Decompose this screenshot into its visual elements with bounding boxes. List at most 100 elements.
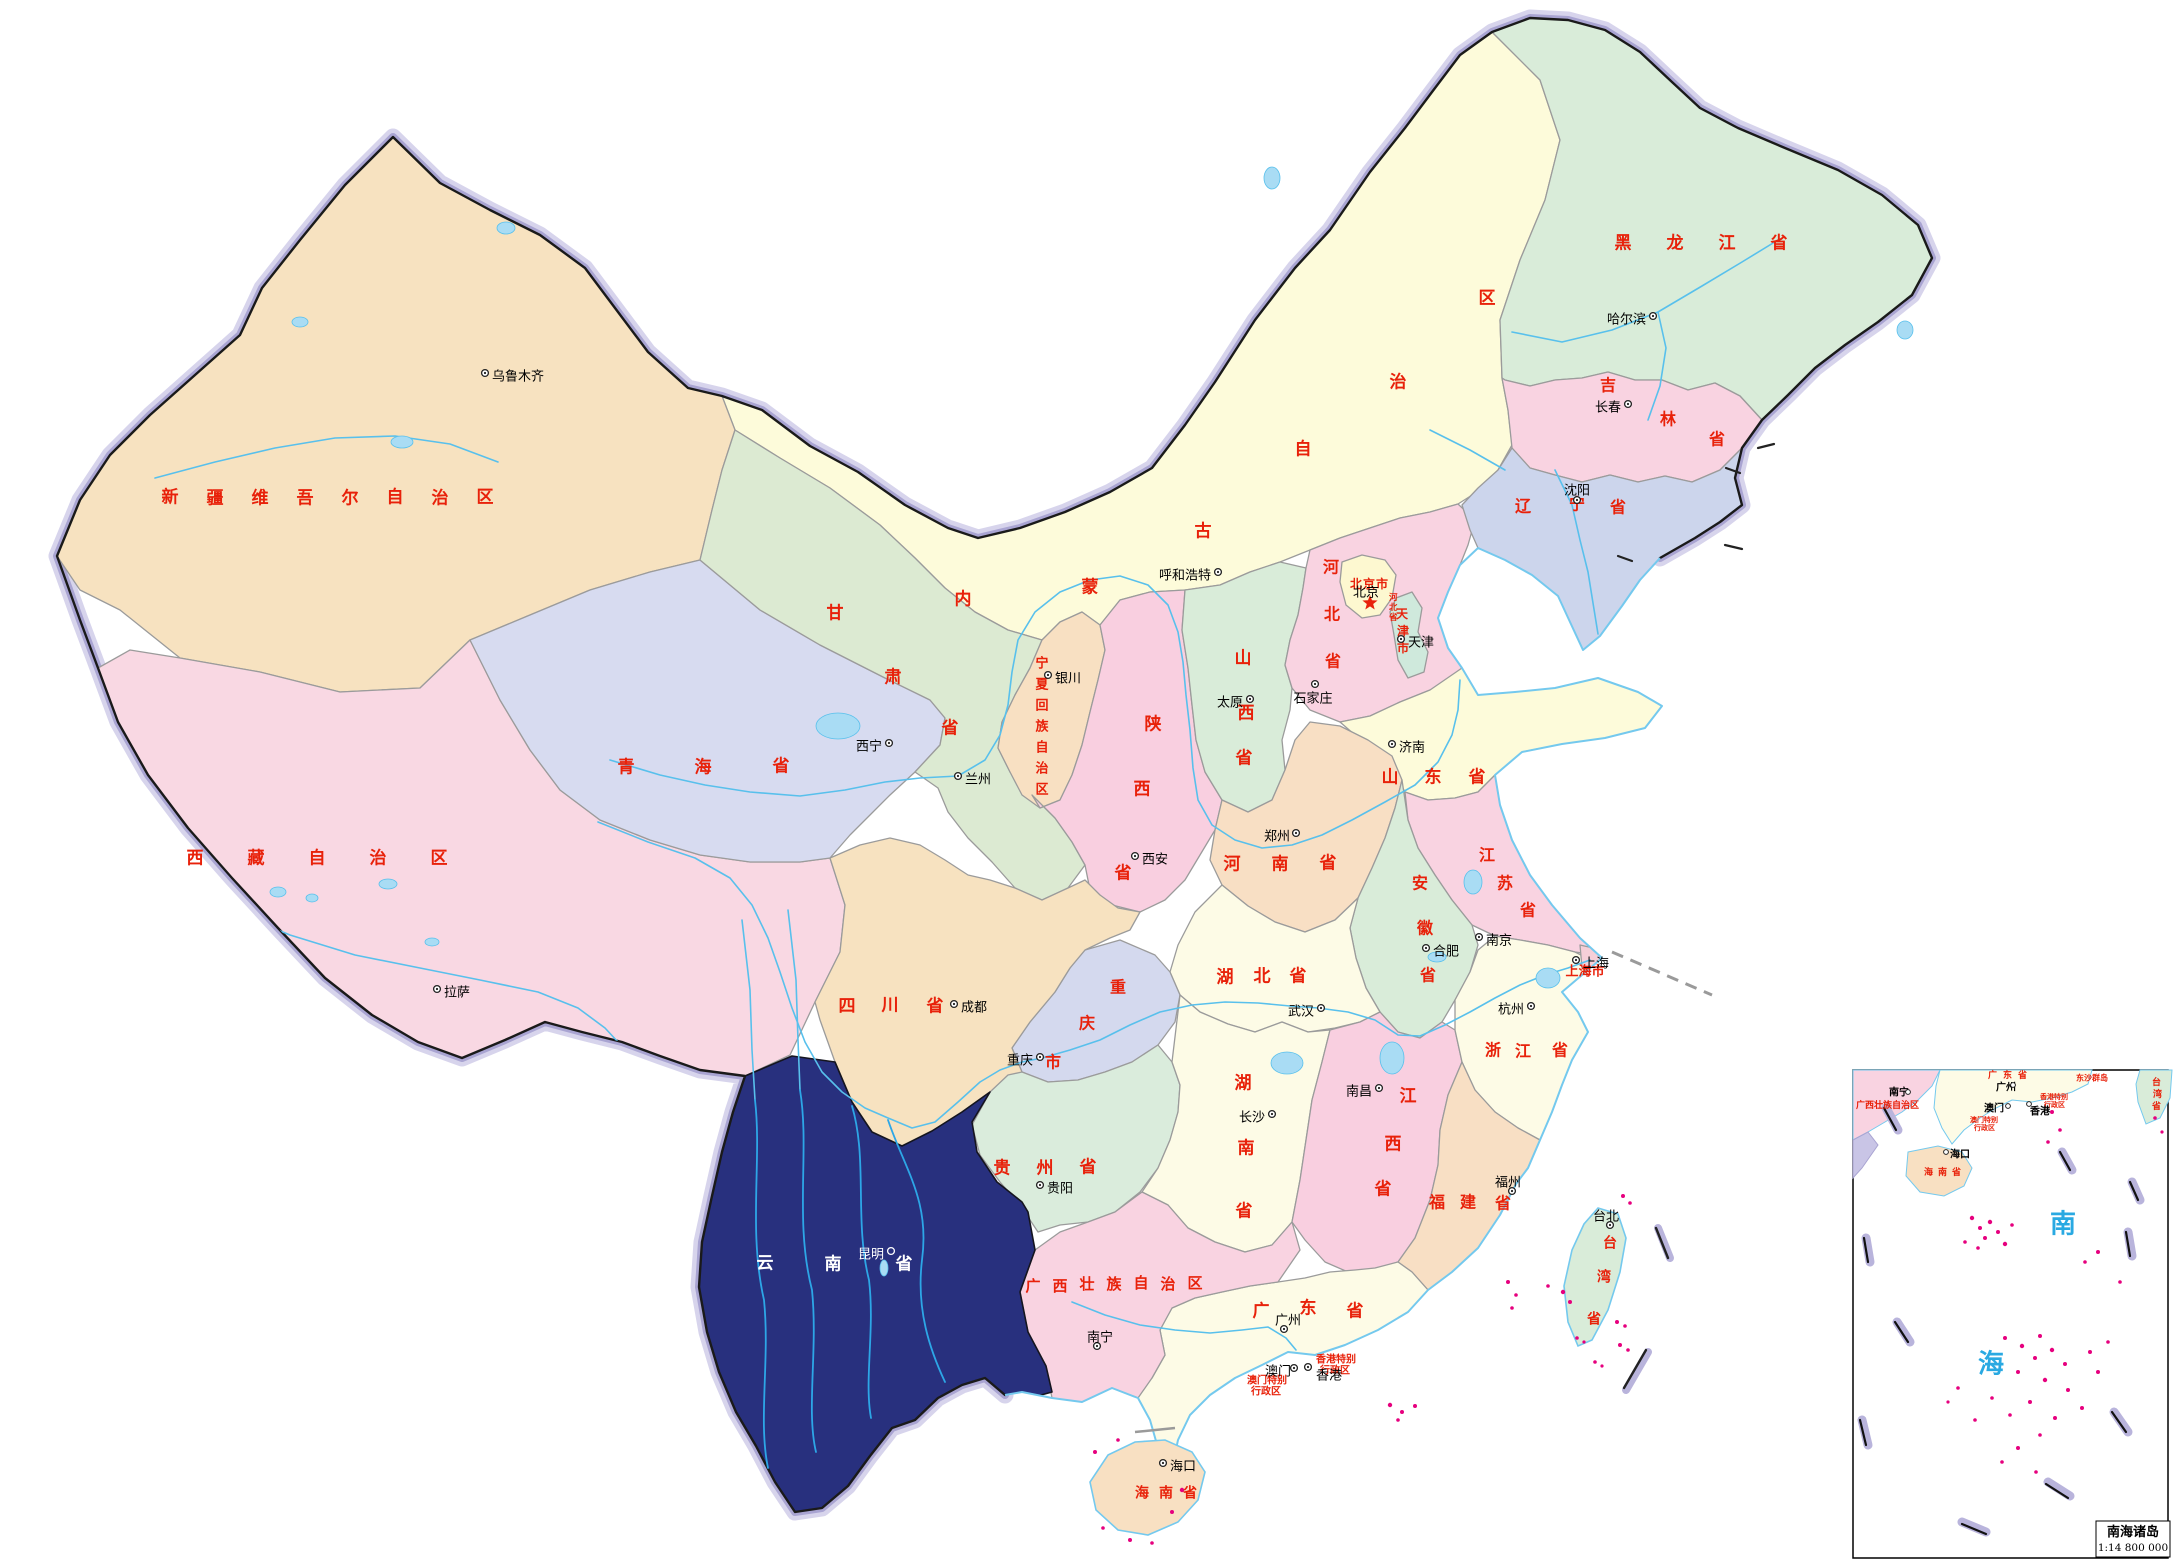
inset-label: 台	[2152, 1076, 2161, 1087]
province-label-beijing: 京	[1363, 576, 1375, 591]
province-label-gansu: 肃	[885, 668, 902, 687]
city-label-昆明: 昆明	[858, 1248, 884, 1263]
province-jilin[interactable]	[1501, 371, 1763, 483]
inset-south-china-sea: 南宁广西壮族自治区广东省广州澳门澳门特别行政区香港特别行政区香港海口海南省东沙群…	[1852, 1069, 2173, 1559]
province-label-xizang: 西	[187, 849, 204, 868]
special-region-label: 行政区	[1319, 1364, 1350, 1377]
city-marker-dot-icon	[1529, 1004, 1533, 1008]
province-label-hebei: 北	[1324, 606, 1340, 624]
inset-city-marker-icon	[1905, 1089, 1911, 1095]
province-label-xizang: 治	[370, 848, 387, 868]
province-label-shaanxi: 西	[1134, 780, 1151, 799]
province-label-sichuan: 川	[881, 996, 899, 1015]
province-label-gansu: 甘	[827, 603, 844, 623]
city-label-上海: 上海	[1583, 957, 1609, 972]
province-labels: 黑龙江省吉林省辽宁省内蒙古自治区河北省北京市天津市山西省山东省河南省江苏省安徽省…	[162, 233, 1788, 1502]
province-label-fujian: 建	[1460, 1194, 1476, 1212]
city-marker-dot-icon	[1575, 498, 1579, 502]
province-label-henan: 南	[1272, 854, 1289, 874]
city-label-长沙: 长沙	[1239, 1111, 1265, 1126]
city-marker-dot-icon	[1248, 697, 1252, 701]
province-label-shaanxi: 陕	[1145, 714, 1162, 734]
province-label-xinjiang: 疆	[207, 489, 224, 508]
province-label-chongqing: 庆	[1078, 1014, 1095, 1033]
river-xiliao	[1429, 429, 1506, 471]
province-label-yunnan: 云	[757, 1254, 774, 1273]
province-label-guangxi: 壮	[1079, 1275, 1094, 1293]
city-marker-dot-icon	[1161, 1461, 1165, 1465]
province-label-jiangsu: 省	[1519, 901, 1536, 920]
city-label-南京: 南京	[1486, 933, 1512, 949]
inset-mini-map	[1852, 1069, 2173, 1197]
province-guizhou[interactable]	[971, 1044, 1181, 1233]
city-label-拉萨: 拉萨	[444, 986, 470, 1001]
city-label-济南: 济南	[1399, 740, 1425, 756]
province-label-xizang: 藏	[248, 849, 265, 868]
province-label-hainan: 海	[1135, 1485, 1149, 1502]
city-label-太原: 太原	[1217, 696, 1243, 711]
city-label-台北: 台北	[1593, 1210, 1619, 1225]
province-gansu[interactable]	[699, 429, 1086, 901]
province-label-tianjin: 市	[1397, 640, 1409, 655]
province-shanxi[interactable]	[1181, 561, 1307, 813]
province-hainan[interactable]	[1089, 1439, 1206, 1536]
province-label-xinjiang: 自	[387, 487, 404, 507]
city-label-哈尔滨: 哈尔滨	[1607, 312, 1646, 328]
river-nu-upper	[741, 919, 756, 1101]
city-markers-and-labels: 乌鲁木齐哈尔滨长春沈阳呼和浩特北京天津石家庄太原济南郑州银川西宁兰州西安拉萨成都…	[432, 312, 1658, 1475]
city-marker-dot-icon	[1292, 1366, 1296, 1370]
province-label-jilin: 吉	[1600, 376, 1616, 395]
city-marker-dot-icon	[1282, 1327, 1286, 1331]
province-label-hunan: 湖	[1235, 1074, 1252, 1093]
inset-labels: 南宁广西壮族自治区广东省广州澳门澳门特别行政区香港特别行政区香港海口海南省东沙群…	[1856, 1069, 2162, 1379]
province-tianjin[interactable]	[1389, 591, 1429, 679]
province-label-taiwan: 湾	[1597, 1269, 1611, 1286]
city-label-成都: 成都	[961, 1001, 987, 1016]
city-label-长春: 长春	[1595, 401, 1621, 416]
coastline	[1004, 547, 1663, 1469]
city-marker-dot-icon	[1424, 946, 1428, 950]
city-label-香港: 香港	[1316, 1369, 1342, 1384]
city-marker-dot-icon	[1377, 1086, 1381, 1090]
province-label-xinjiang: 区	[477, 488, 494, 507]
inset-label: 香港	[2030, 1105, 2051, 1118]
river-songhua-branch	[1647, 311, 1667, 421]
inset-label: 省	[2151, 1100, 2161, 1111]
province-label-heilongjiang: 龙	[1666, 233, 1684, 253]
province-label-shanxi: 省	[1235, 748, 1253, 768]
province-label-beijing: 市	[1376, 576, 1388, 591]
province-label-neimenggu: 自	[1295, 439, 1312, 459]
province-label-neimenggu: 区	[1479, 289, 1496, 308]
city-marker-dot-icon	[1319, 1006, 1323, 1010]
province-label-hunan: 省	[1235, 1201, 1253, 1221]
province-label-shanghai: 市	[1591, 964, 1604, 979]
province-label-guangxi: 区	[1187, 1275, 1202, 1292]
province-beijing[interactable]	[1339, 554, 1397, 619]
province-label-chongqing: 重	[1110, 978, 1126, 997]
city-marker-dot-icon	[952, 1002, 956, 1006]
inset-city-marker-icon	[2026, 1101, 2032, 1107]
rivers-layer	[154, 239, 1779, 1351]
city-marker-dot-icon	[1038, 1183, 1042, 1187]
city-label-天津: 天津	[1408, 636, 1434, 651]
province-label-hainan: 省	[1182, 1485, 1197, 1502]
province-label-guangxi: 自	[1133, 1274, 1148, 1292]
province-label-sichuan: 省	[926, 996, 944, 1016]
river-liao	[1554, 469, 1599, 635]
inset-island-dots	[1946, 1110, 2164, 1474]
city-marker-dot-icon	[1216, 570, 1220, 574]
province-label-shandong: 省	[1468, 767, 1486, 787]
city-marker-dot-icon	[1133, 854, 1137, 858]
provinces-layer	[57, 18, 1932, 1512]
province-label-neimenggu: 内	[955, 589, 972, 609]
lakes-layer	[269, 166, 1914, 1277]
province-label-jiangsu: 苏	[1497, 874, 1513, 893]
province-label-fujian: 福	[1428, 1193, 1445, 1212]
province-label-hebei: 河	[1323, 558, 1339, 577]
city-marker-dot-icon	[1046, 673, 1050, 677]
river-yellow	[609, 575, 1461, 849]
province-label-guangxi: 西	[1052, 1278, 1067, 1295]
province-label-neimenggu: 蒙	[1082, 577, 1099, 597]
city-marker-dot-icon	[887, 741, 891, 745]
